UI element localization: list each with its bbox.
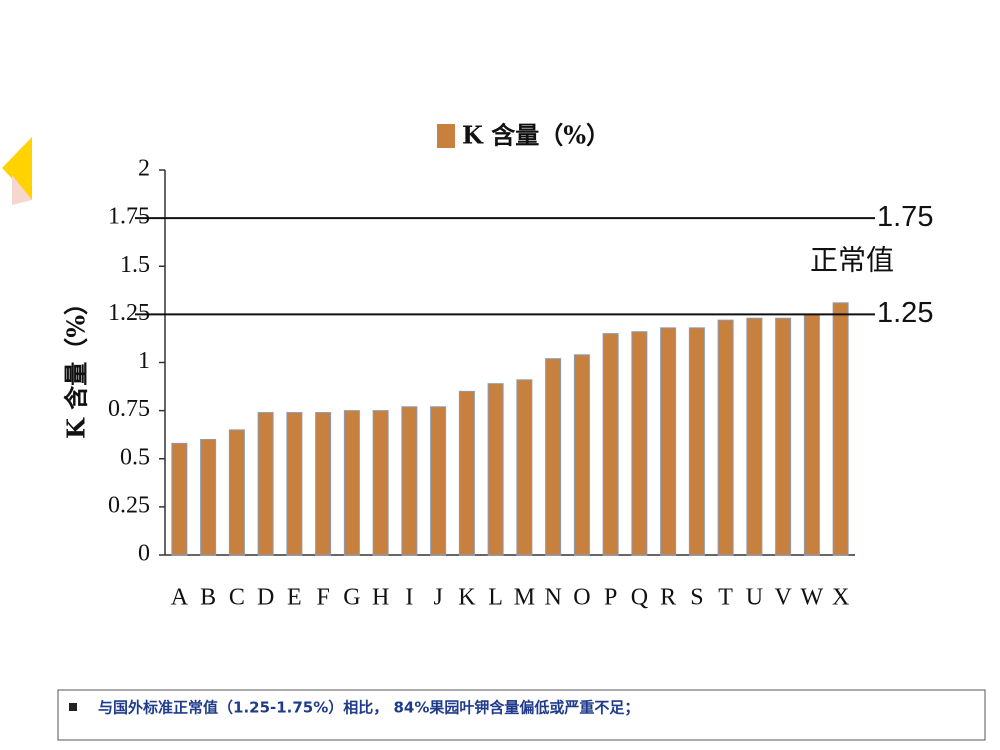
y-tick-label: 0.75: [108, 396, 150, 422]
x-tick-label: C: [229, 585, 245, 611]
x-tick-label: N: [544, 585, 561, 611]
note-text: 与国外标准正常值（1.25-1.75%）相比， 84%果园叶钾含量偏低或严重不足…: [98, 699, 639, 717]
x-tick-label: D: [257, 585, 274, 611]
bar: [315, 412, 332, 556]
bar: [602, 333, 619, 556]
bar: [688, 327, 705, 556]
bar: [803, 313, 820, 556]
bar: [286, 412, 303, 556]
x-tick-label: R: [660, 585, 676, 611]
x-tick-label: S: [690, 585, 703, 611]
x-tick-label: I: [405, 585, 413, 611]
legend-swatch: [437, 124, 455, 148]
x-tick-label: F: [316, 585, 329, 611]
x-tick-label: T: [718, 585, 733, 611]
bar: [171, 442, 188, 556]
x-tick-label: Q: [631, 585, 648, 611]
bar: [832, 302, 849, 556]
bar: [257, 412, 274, 556]
bar: [746, 317, 763, 556]
x-tick-label: H: [372, 585, 389, 611]
x-tick-label: M: [514, 585, 535, 611]
y-tick-label: 2: [138, 156, 150, 182]
bar: [228, 429, 245, 556]
x-tick-label: J: [433, 585, 442, 611]
bar: [545, 358, 562, 556]
x-tick-label: U: [746, 585, 763, 611]
bar: [717, 319, 734, 556]
x-tick-label: G: [343, 585, 360, 611]
y-tick-label: 0: [138, 541, 150, 567]
x-tick-label: L: [488, 585, 503, 611]
y-tick-label: 1.5: [120, 252, 150, 278]
bar: [372, 410, 389, 556]
reference-label: 1.75: [877, 201, 933, 233]
bar: [516, 379, 533, 556]
bar: [573, 354, 590, 556]
note-box: [57, 689, 986, 741]
legend-label: K 含量（%）: [462, 121, 610, 150]
annotation: 正常值: [810, 244, 894, 277]
bar: [430, 406, 447, 556]
x-tick-label: W: [801, 585, 824, 611]
decoration: [2, 137, 32, 200]
x-tick-label: V: [774, 585, 792, 611]
bar: [631, 331, 648, 556]
bullet: [69, 703, 77, 711]
y-tick-label: 1.75: [108, 204, 150, 230]
y-tick-label: 0.5: [120, 444, 150, 470]
y-tick-label: 0.25: [108, 492, 150, 518]
bar: [487, 383, 504, 556]
y-tick-label: 1: [138, 348, 150, 374]
bar: [775, 317, 792, 556]
bar: [401, 406, 418, 556]
y-tick-label: 1.25: [108, 300, 150, 326]
decoration: [12, 175, 32, 205]
plot: 0 0.25 0.5 0.75 1 1.25 1.5 1.75 2 A B C D E F G H I J K L M N O…: [108, 156, 933, 611]
x-tick-label: A: [171, 585, 189, 611]
bar: [458, 390, 475, 556]
bar: [343, 410, 360, 556]
reference-label: 1.25: [877, 297, 933, 329]
bar: [660, 327, 677, 556]
x-tick-label: X: [832, 585, 849, 611]
y-axis-label: K 含量（%）: [62, 291, 91, 439]
x-tick-label: K: [458, 585, 476, 611]
x-tick-label: P: [604, 585, 617, 611]
x-tick-label: O: [573, 585, 590, 611]
x-tick-label: B: [200, 585, 216, 611]
bar: [200, 439, 217, 556]
x-tick-label: E: [287, 585, 302, 611]
